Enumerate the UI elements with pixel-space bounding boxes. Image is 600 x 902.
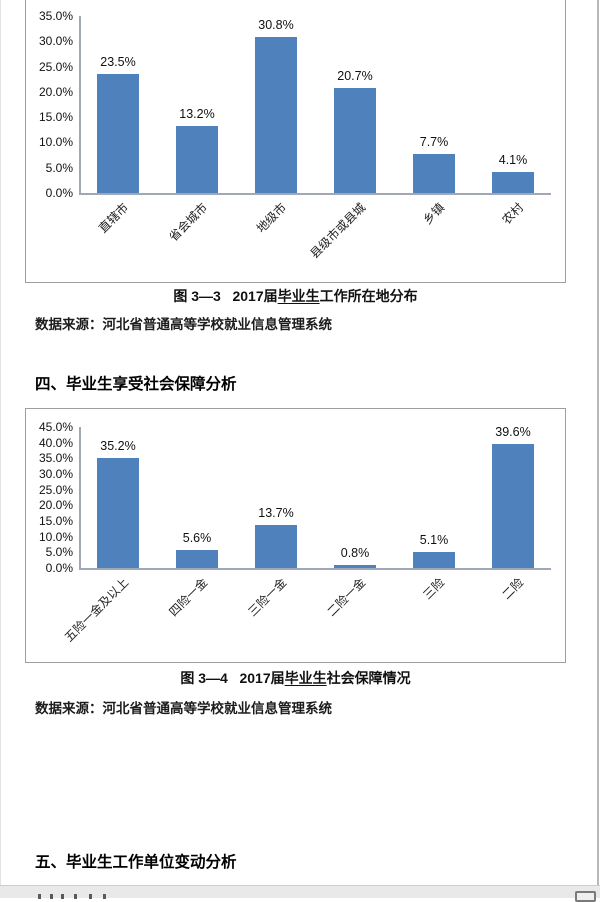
y-axis-tick-label: 5.0% (45, 545, 73, 560)
y-axis-tick-label: 10.0% (38, 529, 73, 544)
clipped-window-button-icon[interactable] (575, 891, 596, 902)
category-label: 直辖市 (95, 200, 132, 236)
category-label: 省会城市 (166, 200, 211, 245)
y-axis-line (79, 16, 81, 195)
figure-label: 图 3—3 (173, 288, 221, 304)
bar-value-label: 13.2% (179, 107, 215, 122)
bar (255, 525, 297, 568)
y-axis-tick-label: 45.0% (38, 420, 73, 435)
y-axis-tick-label: 35.0% (38, 8, 73, 23)
section-4-heading: 四、毕业生享受社会保障分析 (35, 376, 237, 393)
figure-3-3-chart: 35.0% 30.0% 25.0% 20.0% 15.0% 10.0% 5.0% 0.0% 23… (25, 0, 566, 283)
bar-value-label: 4.1% (498, 153, 528, 168)
bar (413, 154, 455, 193)
x-axis-line (79, 568, 551, 570)
data-source-line: 数据来源：河北省普通高等学校就业信息管理系统 (35, 317, 332, 332)
clipped-text-fragment (89, 894, 92, 899)
category-label: 二险一金 (324, 575, 369, 620)
category-label: 地级市 (253, 200, 290, 236)
y-axis-tick-label: 30.0% (38, 467, 73, 482)
bar (176, 126, 218, 193)
y-axis-tick-label: 25.0% (38, 59, 73, 74)
figure-title-pre: 2017届 (239, 670, 285, 686)
bar-value-label: 23.5% (100, 55, 136, 70)
category-label: 四险一金 (166, 575, 211, 620)
category-label: 乡镇 (420, 200, 448, 228)
clipped-text-fragment (61, 894, 64, 899)
y-axis-tick-label: 10.0% (38, 135, 73, 150)
clipped-text-fragment (103, 894, 106, 899)
figure-3-4-chart: 45.0% 40.0% 35.0% 30.0% 25.0% 20.0% 15.0% 10.0%… (25, 408, 566, 663)
bar (176, 550, 218, 568)
y-axis-tick-label: 15.0% (38, 514, 73, 529)
y-axis-tick-label: 30.0% (38, 34, 73, 49)
bar (334, 88, 376, 193)
bar (334, 565, 376, 568)
bar-value-label: 20.7% (337, 69, 373, 84)
data-source-line: 数据来源：河北省普通高等学校就业信息管理系统 (35, 701, 332, 716)
figure-title-underlined: 毕业生 (277, 288, 320, 304)
y-axis-tick-label: 15.0% (38, 110, 73, 125)
bar-value-label: 7.7% (419, 135, 449, 150)
clipped-text-fragment (50, 894, 53, 899)
y-axis-tick-label: 0.0% (45, 561, 73, 575)
category-label: 县级市或县城 (307, 200, 369, 262)
bar-value-label: 13.7% (258, 506, 294, 521)
bar (255, 37, 297, 193)
y-axis-tick-label: 35.0% (38, 451, 73, 466)
category-label: 农村 (499, 200, 527, 228)
bar-value-label: 35.2% (100, 438, 136, 453)
page-right-edge (597, 0, 599, 898)
bar-value-label: 30.8% (258, 18, 294, 33)
figure-title-post: 社会保障情况 (326, 670, 411, 686)
y-axis-tick-label: 20.0% (38, 84, 73, 99)
bar (492, 444, 534, 568)
y-axis-tick-label: 5.0% (45, 160, 73, 175)
figure-title-pre: 2017届 (232, 288, 278, 304)
bar (97, 74, 139, 193)
bar-value-label: 39.6% (495, 425, 531, 440)
bar-value-label: 0.8% (340, 546, 370, 561)
y-axis-tick-label: 25.0% (38, 482, 73, 497)
bar (97, 457, 139, 568)
category-label: 三险 (420, 575, 448, 603)
bar-value-label: 5.1% (419, 533, 449, 548)
clipped-text-fragment (74, 894, 77, 899)
y-axis-tick-label: 40.0% (38, 435, 73, 450)
figure-3-4-caption: 图 3—4 2017届毕业生社会保障情况 (25, 668, 566, 688)
y-axis-tick-label: 20.0% (38, 498, 73, 513)
category-label: 二险 (499, 575, 527, 603)
figure-3-3-caption: 图 3—3 2017届毕业生工作所在地分布 (25, 286, 566, 306)
figure-label: 图 3—4 (180, 670, 228, 686)
clipped-text-fragment (38, 894, 41, 899)
page-left-edge (0, 0, 1, 898)
y-axis-tick-label: 0.0% (45, 186, 73, 200)
category-label: 三险一金 (245, 575, 290, 620)
category-label: 五险一金及以上 (61, 575, 132, 645)
section-5-heading: 五、毕业生工作单位变动分析 (35, 854, 237, 871)
clipped-bottom-strip (0, 885, 600, 899)
y-axis-line (79, 427, 81, 570)
bar-value-label: 5.6% (182, 531, 212, 546)
figure-title-post: 工作所在地分布 (319, 288, 418, 304)
x-axis-line (79, 193, 551, 195)
bar (492, 172, 534, 193)
bar (413, 552, 455, 568)
figure-title-underlined: 毕业生 (284, 670, 327, 686)
